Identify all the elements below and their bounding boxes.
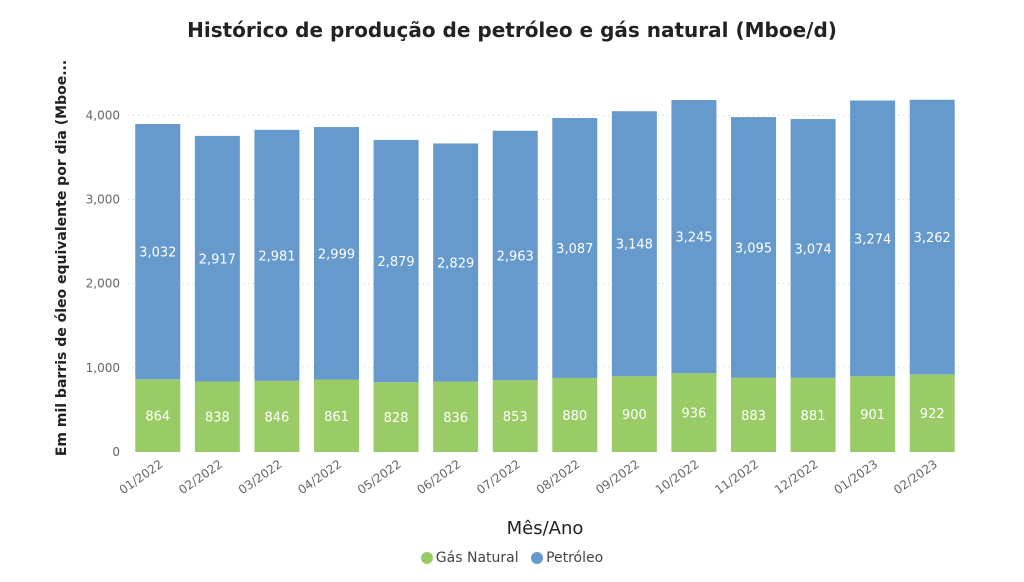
legend: Gás Natural Petróleo [0,550,1024,568]
bars [135,99,955,452]
x-tick-label: 07/2022 [474,457,523,497]
data-label: 922 [920,407,945,422]
bar-gas-natural[interactable] [492,380,538,452]
data-labels: 864 3,032 838 2,917 846 2,981 861 2,999 828 2,879… [139,231,951,427]
data-label: 3,274 [854,232,891,247]
data-label: 900 [622,408,647,423]
y-axis: 0 1,000 2,000 3,000 4,000 [86,108,120,459]
data-label: 3,032 [139,246,176,261]
y-axis-title: Em mil barris de óleo equivalente por di… [54,60,70,456]
bar-petroleo[interactable] [671,100,717,374]
legend-label-petroleo: Petróleo [546,550,604,566]
y-tick-label: 4,000 [86,108,120,122]
data-label: 861 [324,410,349,425]
data-label: 864 [145,410,170,425]
x-tick-label: 01/2022 [117,457,166,497]
bar-gas-natural[interactable] [135,379,181,452]
data-label: 828 [384,411,409,426]
legend-label-gas: Gás Natural [435,550,519,566]
x-tick-label: 06/2022 [414,457,463,497]
data-label: 846 [265,410,290,425]
bar-gas-natural[interactable] [433,381,479,452]
data-label: 3,245 [675,231,712,246]
y-tick-label: 2,000 [86,277,120,291]
data-label: 881 [801,409,826,424]
x-tick-label: 01/2023 [831,457,880,497]
bar-petroleo[interactable] [254,129,300,381]
bar-gas-natural[interactable] [552,377,598,452]
bar-gas-natural[interactable] [373,382,419,452]
bar-gas-natural[interactable] [731,377,776,452]
bar-gas-natural[interactable] [909,374,955,452]
bar-petroleo[interactable] [731,117,776,378]
x-tick-label: 02/2022 [176,457,225,497]
y-tick-label: 1,000 [86,361,120,375]
x-tick-label: 09/2022 [593,457,642,497]
data-label: 936 [682,407,707,422]
x-axis: 01/2022 02/2022 03/2022 04/2022 05/2022 06/20… [117,457,940,497]
legend-swatch-gas [420,552,433,564]
x-tick-label: 04/2022 [295,457,344,497]
bar-petroleo[interactable] [790,119,836,378]
data-label: 3,148 [616,238,653,253]
legend-item-gas[interactable]: Gás Natural [420,550,519,566]
data-label: 3,095 [735,241,772,256]
bar-petroleo[interactable] [194,135,240,382]
gridlines [128,114,962,369]
legend-item-petroleo[interactable]: Petróleo [531,550,603,566]
data-label: 2,963 [497,249,534,264]
x-tick-label: 08/2022 [534,457,583,497]
bar-petroleo[interactable] [850,100,896,377]
data-label: 2,981 [258,249,295,264]
bar-petroleo[interactable] [611,111,657,377]
data-label: 880 [562,409,587,424]
data-label: 901 [860,408,885,423]
bar-gas-natural[interactable] [254,380,300,452]
x-tick-label: 10/2022 [653,457,702,497]
bar-petroleo[interactable] [909,99,955,375]
chart-title: Histórico de produção de petróleo e gás … [187,18,837,42]
data-label: 853 [503,410,528,425]
data-label: 3,087 [556,242,593,257]
bar-petroleo[interactable] [314,127,359,380]
bar-gas-natural[interactable] [671,373,717,452]
x-tick-label: 12/2022 [772,457,821,497]
data-label: 2,999 [318,247,355,262]
data-label: 2,829 [437,257,474,272]
bar-petroleo[interactable] [552,118,598,378]
data-label: 883 [741,409,766,424]
data-label: 2,879 [377,255,414,270]
bar-gas-natural[interactable] [611,376,657,452]
x-tick-label: 11/2022 [712,457,761,497]
data-label: 2,917 [199,253,236,268]
data-label: 3,262 [914,231,951,246]
y-tick-label: 0 [112,445,120,459]
data-label: 836 [443,411,468,426]
bar-gas-natural[interactable] [790,377,836,452]
x-tick-label: 03/2022 [236,457,285,497]
bar-petroleo[interactable] [373,139,419,383]
bar-petroleo[interactable] [492,130,538,381]
data-label: 838 [205,411,230,426]
x-axis-title: Mês/Ano [507,518,584,539]
legend-swatch-petroleo [531,552,544,564]
y-tick-label: 3,000 [86,192,120,206]
bar-petroleo[interactable] [135,124,181,380]
data-label: 3,074 [794,242,831,257]
x-tick-label: 02/2023 [891,457,940,497]
bar-gas-natural[interactable] [850,376,896,452]
x-tick-label: 05/2022 [355,457,404,497]
bar-gas-natural[interactable] [194,381,240,452]
bar-petroleo[interactable] [433,143,479,382]
bar-gas-natural[interactable] [314,379,359,452]
